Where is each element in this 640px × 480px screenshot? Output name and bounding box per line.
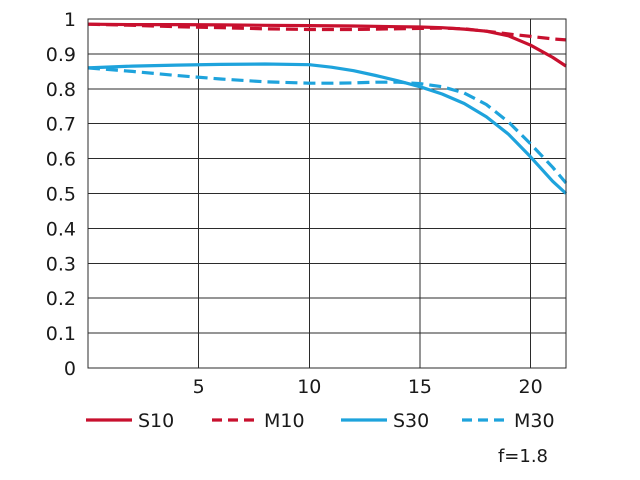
plot-frame bbox=[87, 18, 567, 369]
series-line-m10 bbox=[87, 22, 567, 42]
plot-border bbox=[87, 18, 567, 369]
series-line-s10 bbox=[87, 22, 567, 68]
legend: S10 M10 S30 M30 bbox=[86, 410, 555, 432]
series-line-s30 bbox=[87, 62, 568, 195]
aperture-annotation: f=1.8 bbox=[498, 446, 548, 467]
x-tick-label-1: 10 bbox=[297, 376, 321, 398]
y-tick-label-6: 0.6 bbox=[46, 149, 76, 171]
y-tick-label-8: 0.8 bbox=[46, 79, 76, 101]
x-tick-label-3: 20 bbox=[518, 376, 542, 398]
y-tick-label-3: 0.3 bbox=[46, 253, 76, 275]
x-axis-tick-labels: 5 10 15 20 bbox=[193, 376, 543, 398]
legend-label-m10: M10 bbox=[264, 410, 305, 432]
series-layer bbox=[87, 22, 568, 195]
grid-layer bbox=[88, 18, 566, 369]
y-tick-label-7: 0.7 bbox=[46, 114, 76, 136]
y-axis-tick-labels: 0 0.1 0.2 0.3 0.4 0.5 0.6 0.7 0.8 0.9 1 bbox=[46, 9, 76, 380]
y-tick-label-0: 0 bbox=[64, 358, 76, 380]
x-tick-label-0: 5 bbox=[193, 376, 205, 398]
y-tick-label-5: 0.5 bbox=[46, 184, 76, 206]
y-tick-label-10: 1 bbox=[64, 9, 76, 31]
y-tick-label-2: 0.2 bbox=[46, 288, 76, 310]
y-tick-label-9: 0.9 bbox=[46, 44, 76, 66]
y-tick-label-4: 0.4 bbox=[46, 218, 76, 240]
legend-label-m30: M30 bbox=[514, 410, 555, 432]
legend-label-s30: S30 bbox=[393, 410, 429, 432]
y-tick-label-1: 0.1 bbox=[46, 323, 76, 345]
x-tick-label-2: 15 bbox=[408, 376, 432, 398]
legend-label-s10: S10 bbox=[138, 410, 174, 432]
series-line-m30 bbox=[87, 66, 568, 185]
